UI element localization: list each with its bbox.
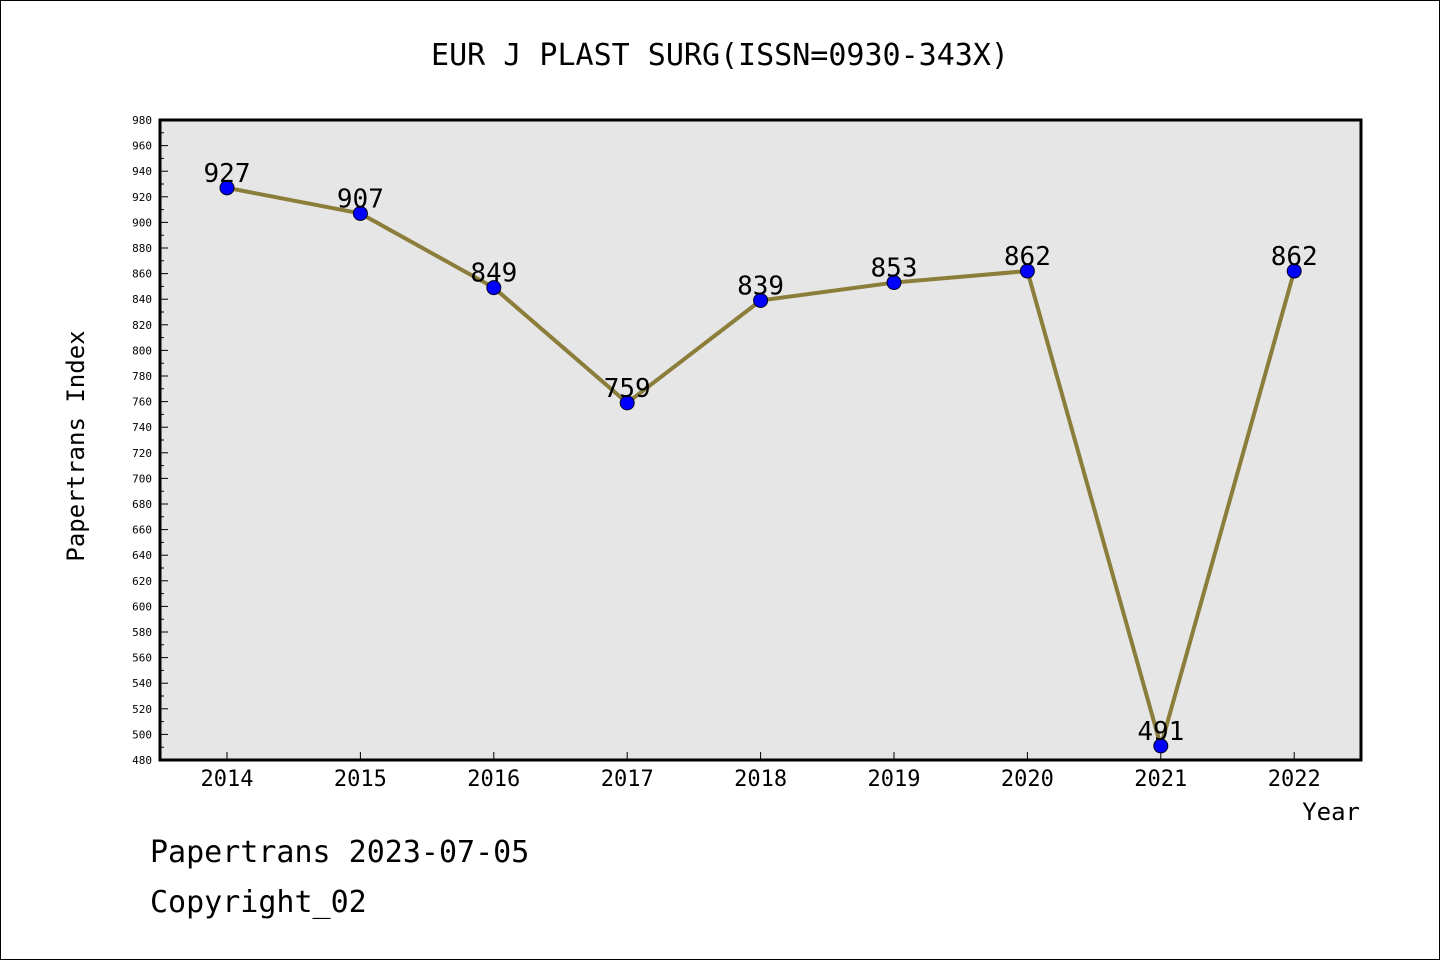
data-label: 849 — [470, 259, 517, 289]
data-label: 491 — [1137, 717, 1184, 747]
y-tick-label: 800 — [132, 344, 152, 357]
data-point — [352, 205, 368, 221]
data-point — [619, 395, 635, 411]
y-tick-label: 640 — [132, 549, 152, 562]
y-tick-label: 860 — [132, 268, 152, 281]
data-label: 839 — [737, 271, 784, 301]
series-group: 927 907 849 759 839 853 862 491 862 — [204, 159, 1318, 754]
footer-copyright: Copyright_02 — [150, 885, 367, 920]
y-tick-label: 760 — [132, 396, 152, 409]
x-tick-label: 2021 — [1134, 767, 1187, 792]
x-tick-label: 2019 — [868, 767, 921, 792]
y-tick-label: 720 — [132, 447, 152, 460]
x-tick-label: 2015 — [334, 767, 387, 792]
data-label: 907 — [337, 184, 384, 214]
y-tick-label: 540 — [132, 677, 152, 690]
x-tick-label: 2016 — [467, 767, 520, 792]
x-axis: 2014 2015 2016 2017 2018 2019 2020 2021 2022 — [201, 752, 1321, 792]
data-point — [486, 280, 502, 296]
y-tick-label: 500 — [132, 728, 152, 741]
data-point — [1153, 738, 1169, 754]
y-axis-label: Papertrans Index — [62, 330, 90, 561]
y-tick-label: 920 — [132, 191, 152, 204]
data-label: 862 — [1004, 242, 1051, 272]
y-tick-label: 840 — [132, 293, 152, 306]
data-point — [1019, 263, 1035, 279]
y-tick-label: 740 — [132, 421, 152, 434]
y-tick-label: 560 — [132, 652, 152, 665]
y-tick-label: 780 — [132, 370, 152, 383]
x-axis-label: Year — [1302, 798, 1360, 826]
y-tick-label: 940 — [132, 165, 152, 178]
data-label: 759 — [604, 374, 651, 404]
data-label: 927 — [204, 159, 251, 189]
chart-title: EUR J PLAST SURG(ISSN=0930-343X) — [431, 38, 1009, 73]
y-tick-label: 600 — [132, 600, 152, 613]
y-tick-label: 620 — [132, 575, 152, 588]
x-tick-label: 2018 — [734, 767, 787, 792]
data-point — [753, 292, 769, 308]
y-tick-label: 960 — [132, 140, 152, 153]
y-axis: 480 500 520 540 560 580 600 620 640 660 680 700 720 7… — [132, 114, 168, 767]
footer-date: Papertrans 2023-07-05 — [150, 835, 530, 870]
y-tick-label: 900 — [132, 216, 152, 229]
plot-area — [158, 118, 1363, 762]
data-label: 853 — [871, 254, 918, 284]
y-tick-label: 580 — [132, 626, 152, 639]
y-tick-label: 660 — [132, 524, 152, 537]
x-tick-label: 2022 — [1268, 767, 1321, 792]
y-tick-label: 700 — [132, 472, 152, 485]
x-tick-label: 2014 — [201, 767, 254, 792]
y-tick-label: 520 — [132, 703, 152, 716]
y-tick-label: 980 — [132, 114, 152, 127]
x-tick-label: 2020 — [1001, 767, 1054, 792]
y-tick-label: 480 — [132, 754, 152, 767]
data-point — [219, 180, 235, 196]
x-tick-label: 2017 — [601, 767, 654, 792]
y-tick-label: 680 — [132, 498, 152, 511]
y-tick-label: 820 — [132, 319, 152, 332]
data-point — [886, 275, 902, 291]
data-point — [1286, 263, 1302, 279]
data-label: 862 — [1271, 242, 1318, 272]
y-tick-label: 880 — [132, 242, 152, 255]
